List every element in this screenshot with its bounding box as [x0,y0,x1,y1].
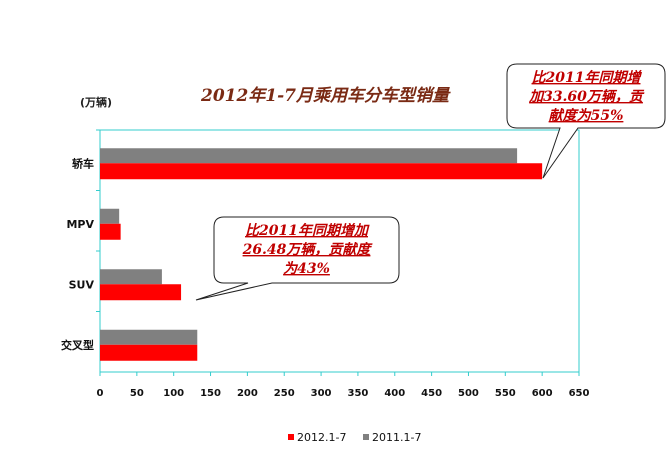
callout-1-line-2: 为43% [283,260,330,277]
legend-label-0: 2012.1-7 [297,431,346,444]
callout-0-line-2: 献度为55% [549,107,624,124]
legend-swatch-1 [363,434,369,440]
callout-0-line-1: 加33.60万辆，贡 [528,88,645,105]
x-axis: 0 50 100 150 200 250 300 350 400 450 500 550 600 650 [97,372,590,399]
bar-2012-2 [100,284,182,301]
x-tick-label-0: 0 [97,388,104,399]
x-tick-label-11: 550 [495,388,516,399]
callout-box-1 [195,216,400,301]
bar-2012-0 [100,163,543,180]
category-label-2: SUV [69,278,95,291]
x-tick-label-3: 150 [200,388,221,399]
x-tick-label-5: 250 [274,388,295,399]
callout-1-line-0: 比2011年同期增加 [245,222,370,239]
y-axis: 轿车 MPV SUV 交叉型 [61,129,100,352]
x-tick-label-8: 400 [384,388,405,399]
x-tick-label-10: 500 [458,388,479,399]
x-tick-label-9: 450 [421,388,442,399]
x-tick-label-6: 300 [311,388,332,399]
bar-2011-0 [100,148,518,164]
bars-group [100,148,543,361]
chart-title: 2012年1-7月乘用车分车型销量 [200,86,451,106]
callout-0-line-0: 比2011年同期增 [532,69,643,86]
unit-label: (万辆) [80,95,112,109]
legend-label-1: 2011.1-7 [372,431,421,444]
bar-2011-1 [100,208,120,224]
bar-2011-2 [100,269,162,285]
bar-2012-1 [100,223,121,240]
x-tick-label-12: 600 [532,388,553,399]
category-label-3: 交叉型 [61,338,94,352]
x-tick-label-4: 200 [237,388,258,399]
callout-1-line-1: 26.48万辆，贡献度 [242,241,374,258]
legend-swatch-0 [288,434,294,440]
category-label-1: MPV [66,218,94,231]
x-tick-label-1: 50 [130,388,144,399]
x-tick-label-13: 650 [569,388,590,399]
legend: 2012.1-7 2011.1-7 [288,431,421,444]
category-label-0: 轿车 [72,156,94,170]
callout-box-0 [506,63,666,179]
x-tick-label-7: 350 [347,388,368,399]
bar-2012-3 [100,344,198,361]
bar-2011-3 [100,329,198,345]
x-tick-label-2: 100 [163,388,184,399]
